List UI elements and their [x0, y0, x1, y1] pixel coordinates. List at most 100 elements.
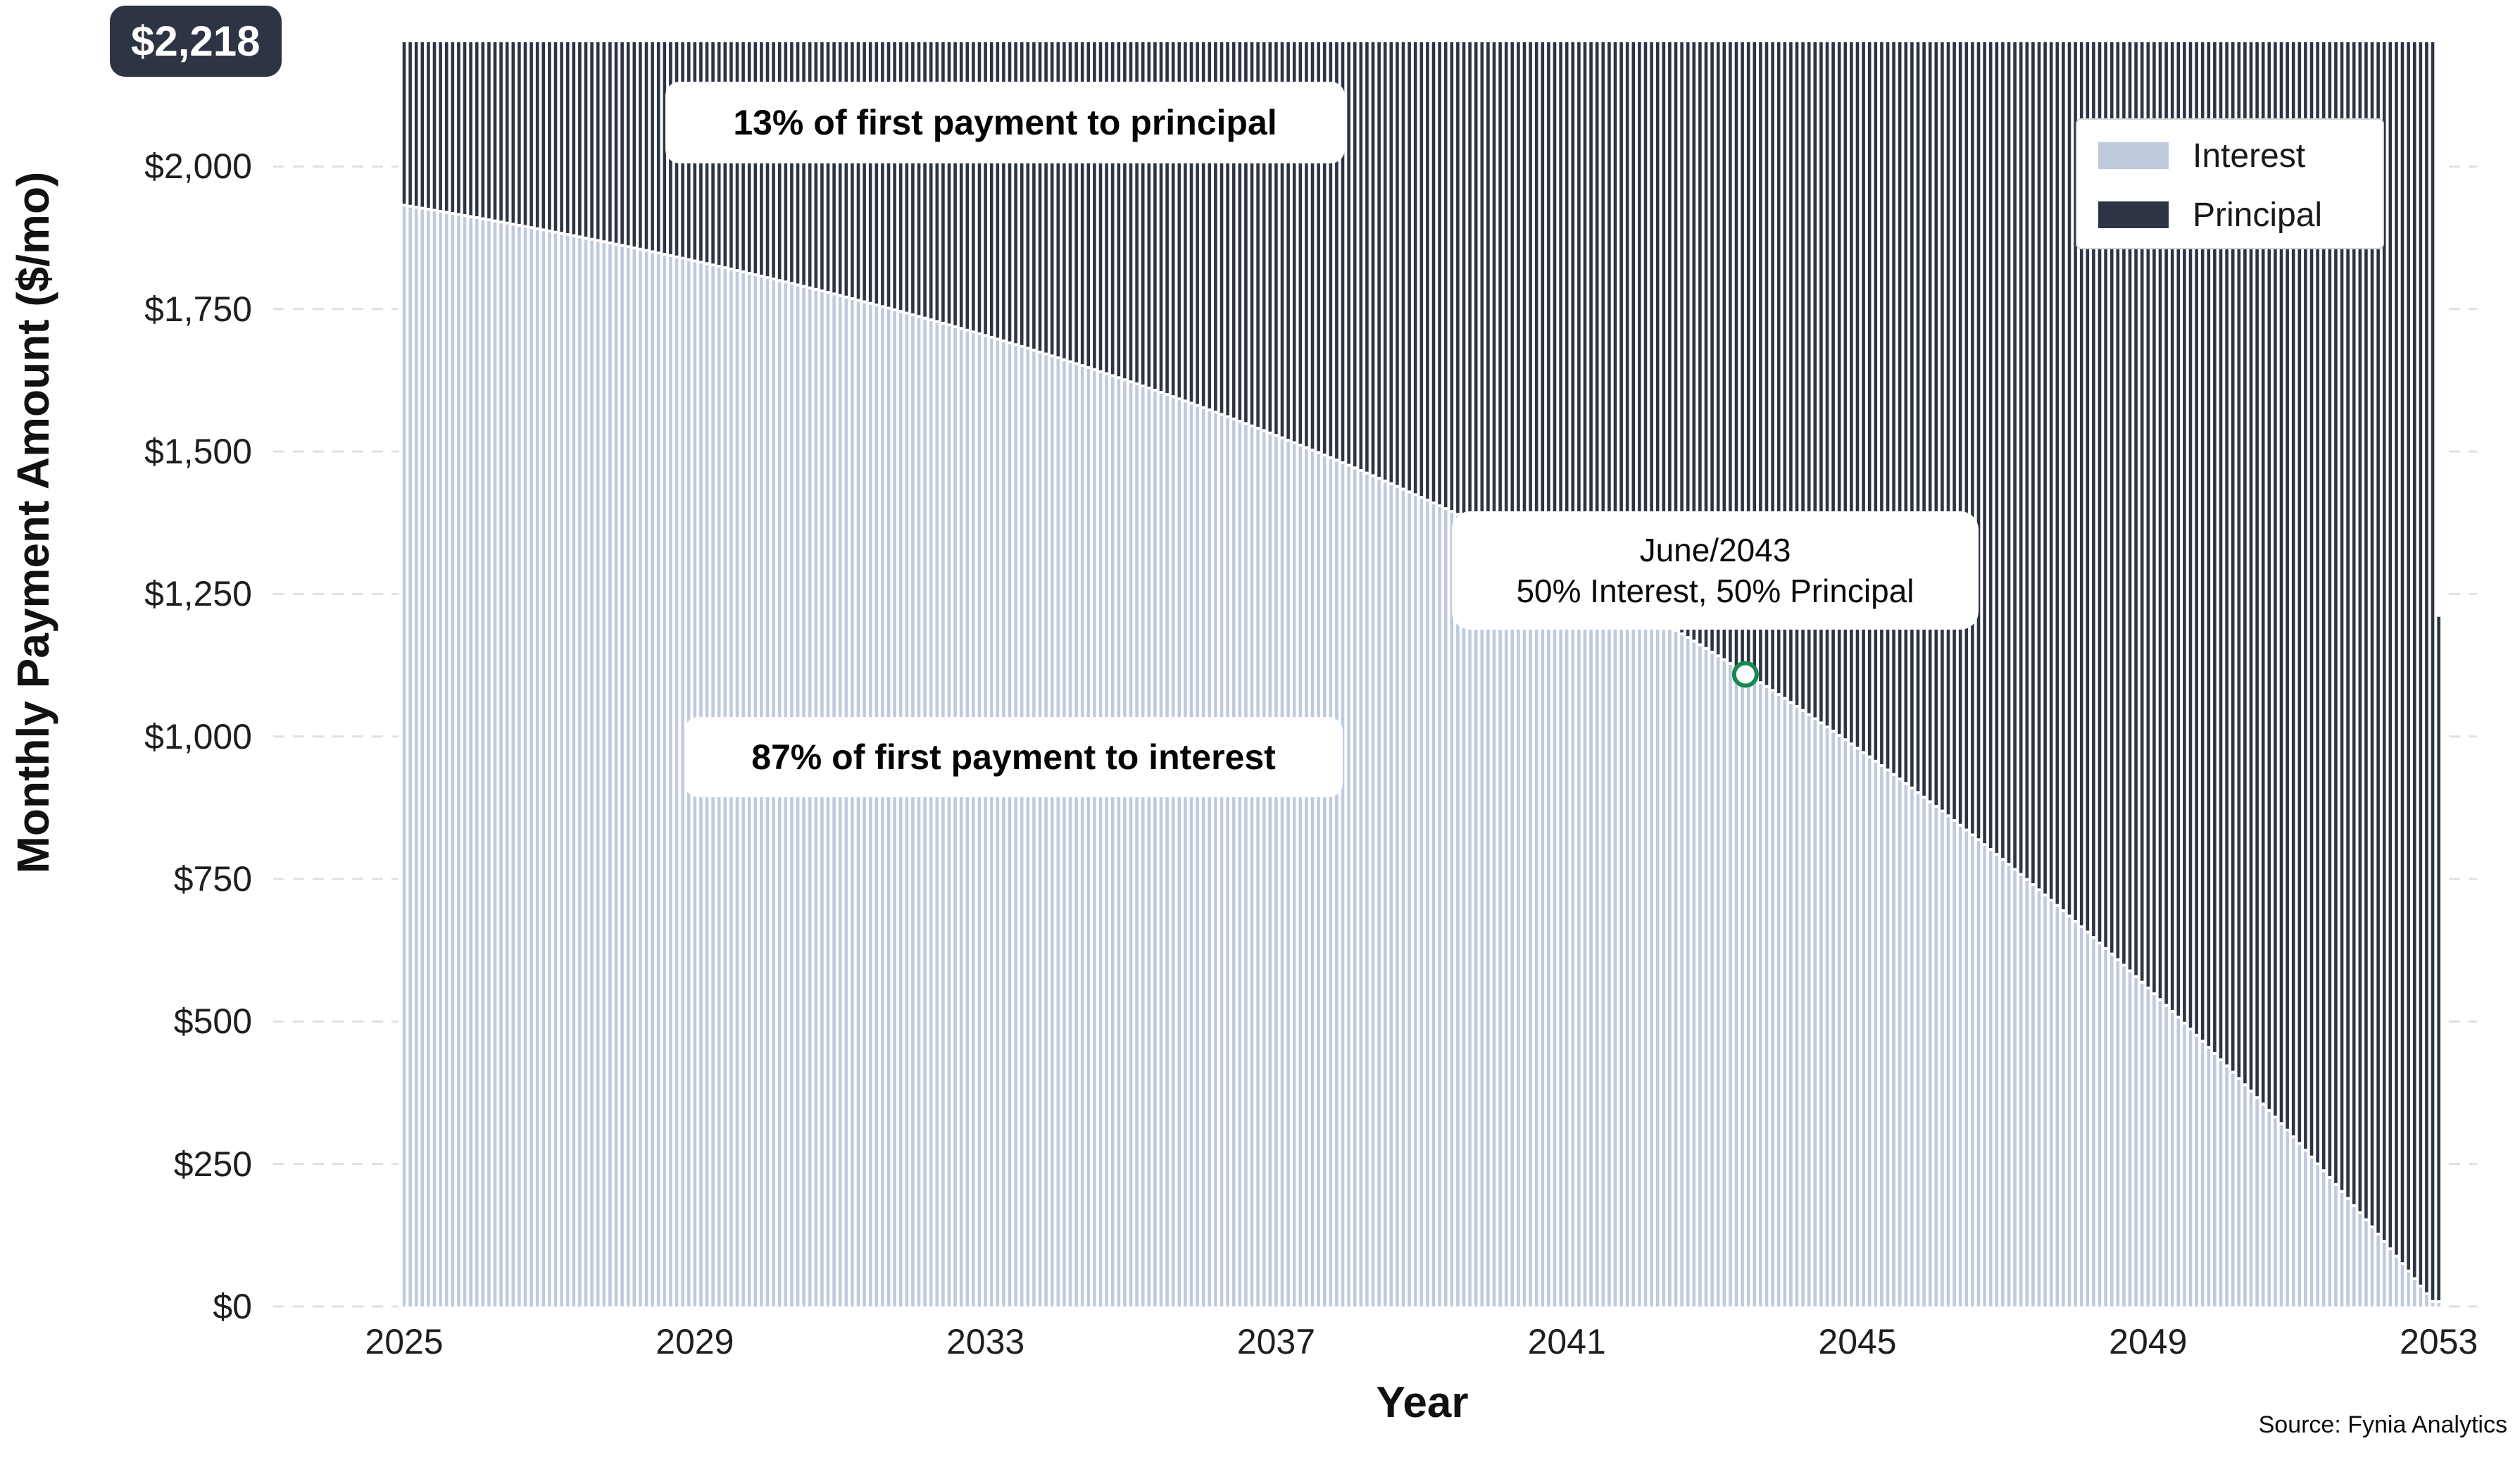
principal-bar	[2298, 42, 2302, 1142]
interest-bar	[2376, 1235, 2380, 1306]
interest-bar	[1231, 420, 1236, 1306]
principal-bar	[1686, 42, 1690, 637]
interest-bar	[2074, 923, 2077, 1306]
interest-bar	[1571, 573, 1575, 1306]
principal-bar	[2400, 42, 2405, 1263]
interest-bar	[1201, 408, 1205, 1306]
principal-bar	[1952, 42, 1956, 819]
interest-bar	[1643, 613, 1648, 1306]
interest-bar	[1431, 504, 1436, 1306]
interest-bar	[2231, 1073, 2235, 1306]
principal-bar	[2316, 42, 2319, 1163]
interest-bar	[1595, 587, 1599, 1306]
interest-bar	[1123, 381, 1127, 1306]
interest-bar	[2395, 1257, 2398, 1306]
y-axis-title: Monthly Payment Amount ($/mo)	[8, 171, 58, 874]
interest-bar	[1674, 631, 1678, 1306]
principal-bar	[2134, 42, 2138, 975]
interest-bar	[2237, 1080, 2241, 1306]
principal-bar	[826, 42, 830, 292]
principal-bar	[989, 42, 993, 336]
principal-bar	[1867, 42, 1872, 756]
interest-bar	[2249, 1092, 2253, 1306]
principal-bar	[553, 42, 558, 231]
principal-bar	[529, 42, 533, 227]
interest-bar	[1716, 657, 1720, 1306]
principal-bar	[1426, 42, 1429, 499]
principal-bar	[2225, 42, 2228, 1065]
interest-bar	[1208, 411, 1212, 1306]
principal-bar	[2279, 42, 2283, 1123]
interest-bar	[1056, 359, 1060, 1307]
principal-bar	[1105, 42, 1108, 373]
principal-bar	[1655, 42, 1660, 618]
crossover-date: June/2043	[1639, 532, 1791, 568]
principal-bar	[2412, 42, 2416, 1278]
interest-bar	[1976, 841, 1981, 1306]
interest-bar	[1776, 696, 1781, 1306]
interest-bar	[2176, 1018, 2181, 1306]
interest-bar	[1964, 831, 1969, 1306]
principal-bar	[1298, 42, 1303, 444]
principal-bar	[2419, 42, 2423, 1285]
interest-bar	[2013, 871, 2017, 1306]
principal-bar	[1474, 42, 1478, 522]
principal-bar	[1680, 42, 1684, 632]
interest-bar	[1607, 593, 1611, 1306]
principal-bar	[1753, 42, 1757, 678]
interest-bar	[1389, 485, 1393, 1306]
principal-bar	[1668, 42, 1672, 625]
interest-bar	[1371, 477, 1375, 1306]
y-tick-label: $1,250	[144, 574, 252, 614]
interest-bar	[808, 289, 812, 1307]
interest-bar	[2382, 1242, 2386, 1306]
principal-bar	[1371, 42, 1375, 475]
interest-bar	[402, 206, 406, 1307]
principal-swatch	[2098, 201, 2169, 228]
principal-bar	[875, 42, 879, 304]
interest-bar	[863, 303, 866, 1306]
principal-bar	[1274, 42, 1278, 435]
principal-bar	[1443, 42, 1448, 508]
interest-bar	[1510, 542, 1515, 1306]
principal-bar	[1413, 42, 1417, 494]
principal-bar	[1619, 42, 1623, 598]
principal-bar	[2213, 42, 2217, 1052]
interest-bar	[2309, 1158, 2314, 1306]
interest-bar	[1668, 628, 1672, 1306]
interest-bar	[1050, 357, 1054, 1306]
principal-bar	[439, 42, 442, 211]
interest-bar	[1184, 402, 1187, 1306]
principal-bar	[977, 42, 982, 332]
interest-bar	[2104, 949, 2107, 1306]
principal-bar	[1855, 42, 1860, 747]
principal-bar	[1317, 42, 1320, 451]
principal-bar	[868, 42, 872, 302]
interest-bar	[481, 220, 485, 1306]
y-tick-label: $250	[173, 1144, 252, 1184]
principal-bar	[1983, 42, 1986, 844]
principal-bar	[1704, 42, 1708, 647]
principal-bar	[1359, 42, 1363, 469]
principal-bar	[1565, 42, 1569, 568]
interest-bar	[408, 207, 412, 1306]
x-tick-label: 2049	[2109, 1322, 2188, 1361]
principal-bar	[1850, 42, 1853, 743]
interest-bar	[1801, 711, 1805, 1306]
interest-bar	[1680, 635, 1684, 1306]
legend-item-principal: Principal	[2077, 185, 2383, 244]
interest-bar	[1080, 367, 1084, 1306]
interest-bar	[1014, 346, 1017, 1306]
principal-bar	[1729, 42, 1732, 662]
principal-bar	[1837, 42, 1841, 735]
interest-bar	[1262, 432, 1266, 1306]
principal-bar	[518, 42, 521, 224]
interest-bar	[1413, 496, 1417, 1306]
x-tick-label: 2033	[946, 1322, 1025, 1361]
interest-bar	[2043, 896, 2047, 1306]
principal-bar	[614, 42, 618, 243]
interest-bar	[2049, 901, 2053, 1306]
interest-bar	[1517, 545, 1520, 1306]
principal-bar	[2249, 42, 2253, 1090]
interest-bar	[1220, 416, 1224, 1307]
